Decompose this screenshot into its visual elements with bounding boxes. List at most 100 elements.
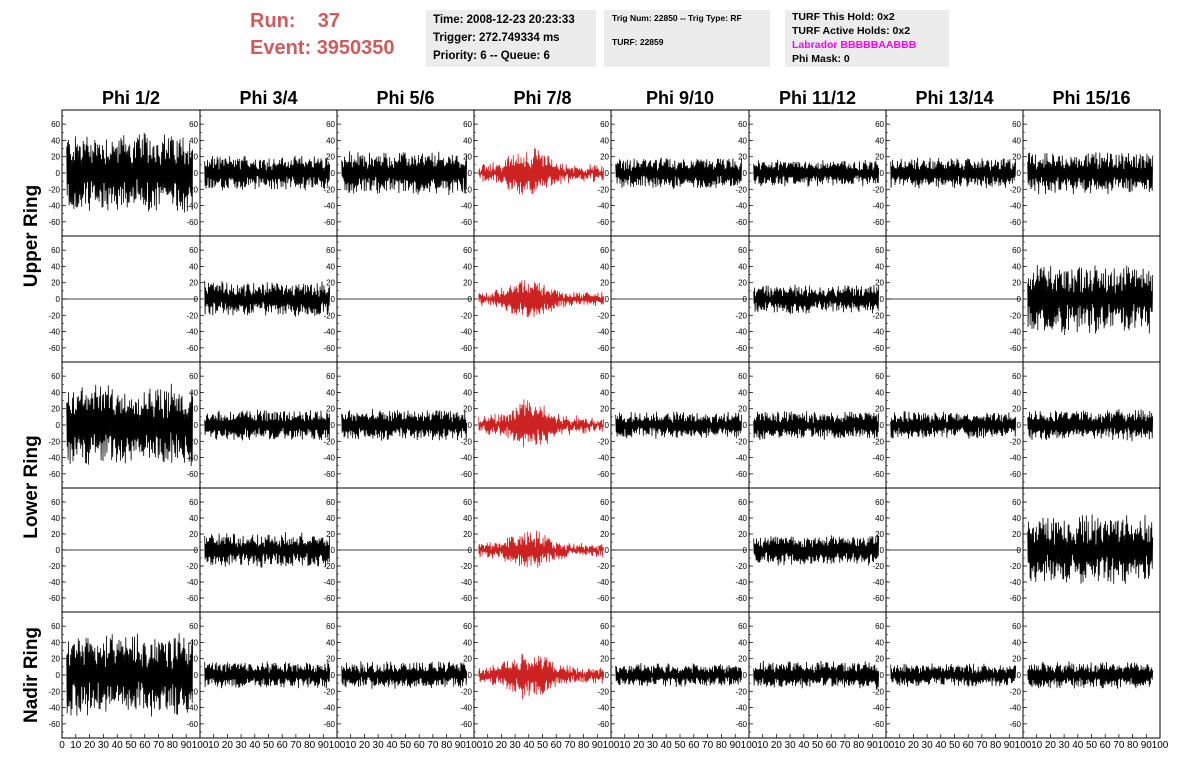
turf-info-panel: TURF This Hold: 0x2 TURF Active Holds: 0… [785,10,949,67]
y-tick-label: 60 [738,120,747,129]
y-tick-label: 60 [875,622,884,631]
waveform-trace [1027,152,1154,195]
y-tick-label: 40 [326,638,335,647]
waveform-trace [341,408,468,441]
y-tick-label: 0 [1017,169,1022,178]
y-tick-label: -20 [872,437,884,446]
y-tick-label: -20 [735,562,747,571]
y-tick-label: -60 [735,344,747,353]
y-tick-label: 0 [468,671,473,680]
waveform-trace [204,409,331,441]
x-tick-label: 100 [878,740,895,751]
y-tick-label: -40 [872,454,884,463]
y-tick-label: -60 [48,470,60,479]
y-tick-label: 0 [56,421,61,430]
y-tick-label: -60 [597,344,609,353]
y-tick-label: 0 [605,169,610,178]
y-tick-label: 20 [463,405,472,414]
y-tick-label: -20 [735,185,747,194]
x-tick-label: 80 [1127,740,1139,751]
x-tick-label: 20 [222,740,234,751]
y-tick-label: 20 [875,530,884,539]
y-tick-label: -60 [872,594,884,603]
trigger-text: Trigger: 272.749334 ms [433,32,560,44]
y-tick-label: -60 [48,720,60,729]
ring-label: Nadir Ring [21,627,42,723]
y-tick-label: 20 [600,405,609,414]
x-tick-label: 90 [181,740,193,751]
y-tick-label: 20 [51,279,60,288]
y-tick-label: 0 [605,671,610,680]
x-tick-label: 50 [949,740,961,751]
y-tick-label: 60 [326,246,335,255]
waveform-trace [478,399,605,448]
y-tick-label: 60 [51,498,60,507]
x-tick-label: 80 [578,740,590,751]
y-tick-label: 60 [51,622,60,631]
y-tick-label: -40 [186,454,198,463]
y-tick-label: -40 [48,578,60,587]
y-tick-label: 0 [1017,421,1022,430]
phi-mask-text: Phi Mask: 0 [792,53,850,65]
y-tick-label: 60 [875,372,884,381]
y-tick-label: 20 [326,405,335,414]
x-tick-label: 40 [798,740,810,751]
y-tick-label: -60 [186,344,198,353]
y-tick-label: -60 [735,218,747,227]
y-tick-label: -60 [460,720,472,729]
y-tick-label: 60 [463,120,472,129]
y-tick-label: 0 [468,295,473,304]
y-tick-label: 60 [738,372,747,381]
waveform-trace [615,662,742,688]
y-tick-label: -60 [872,344,884,353]
y-tick-label: -20 [872,311,884,320]
y-tick-label: 60 [1012,622,1021,631]
waveform-trace [341,661,468,689]
y-tick-label: 60 [189,622,198,631]
waveform-trace [753,534,880,566]
y-tick-label: -60 [460,470,472,479]
y-tick-label: 40 [875,136,884,145]
waveform-trace [890,663,1017,687]
x-tick-label: 50 [537,740,549,751]
y-tick-label: 40 [738,514,747,523]
y-tick-label: -20 [735,687,747,696]
x-tick-label: 40 [249,740,261,751]
y-tick-label: 60 [463,622,472,631]
x-tick-label: 90 [318,740,330,751]
y-tick-label: 20 [326,153,335,162]
y-tick-label: -20 [186,687,198,696]
x-tick-label: 70 [702,740,714,751]
x-tick-label: 10 [1031,740,1043,751]
turf-active-text: TURF Active Holds: 0x2 [792,25,911,37]
x-tick-label: 30 [510,740,522,751]
y-tick-label: -40 [597,578,609,587]
y-tick-label: 40 [875,388,884,397]
x-tick-label: 30 [785,740,797,751]
y-tick-label: -40 [735,704,747,713]
y-tick-label: -60 [323,720,335,729]
y-tick-label: -40 [597,202,609,211]
y-tick-label: 0 [1017,671,1022,680]
x-tick-label: 50 [263,740,275,751]
y-tick-label: -60 [872,720,884,729]
x-tick-label: 40 [523,740,535,751]
run-event-box: Run: 37 Event: 3950350 [250,8,420,66]
y-tick-label: 60 [51,372,60,381]
y-tick-label: -60 [597,470,609,479]
y-tick-label: 60 [463,372,472,381]
y-tick-label: 0 [194,169,199,178]
y-tick-label: 0 [194,295,199,304]
y-tick-label: 40 [189,388,198,397]
x-tick-label: 60 [139,740,151,751]
x-tick-label: 40 [386,740,398,751]
y-tick-label: 0 [1017,295,1022,304]
y-tick-label: -20 [48,437,60,446]
y-tick-label: -40 [460,704,472,713]
column-title: Phi 9/10 [646,88,714,108]
run-label: Run: [250,10,296,32]
x-tick-label: 50 [125,740,137,751]
y-tick-label: -20 [1009,437,1021,446]
x-tick-label: 30 [1059,740,1071,751]
y-tick-label: -60 [48,218,60,227]
